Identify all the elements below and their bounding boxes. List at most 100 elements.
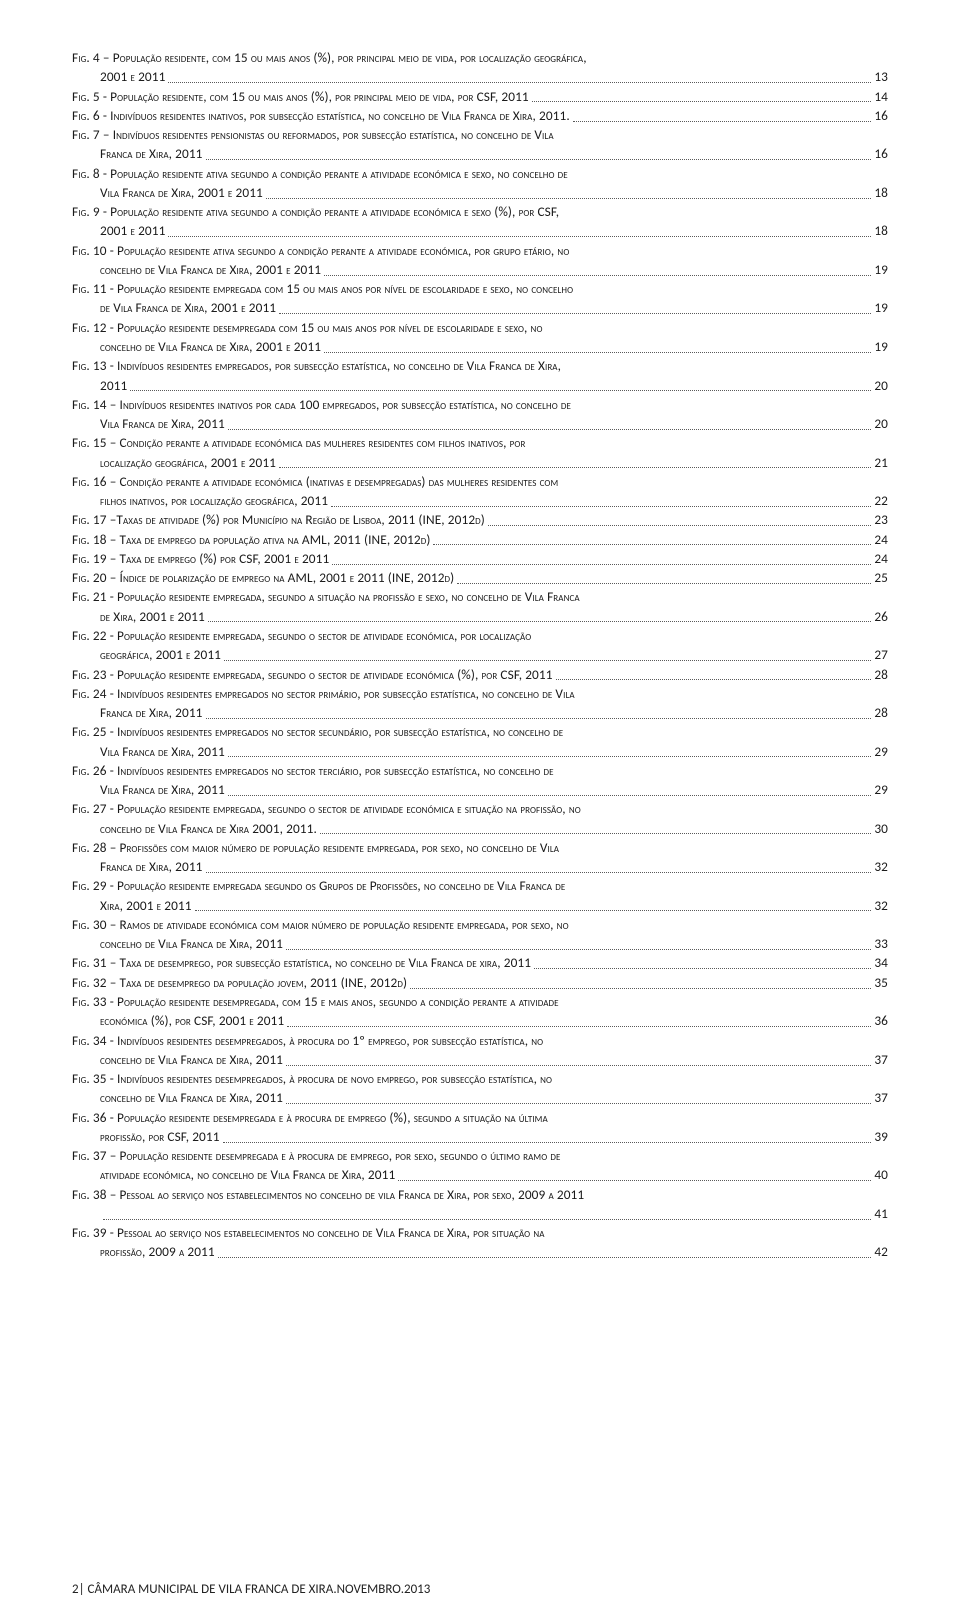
- figure-label: Fig. 35 - Indivíduos residentes desempre…: [72, 1069, 552, 1088]
- figure-label: Fig. 13 - Indivíduos residentes empregad…: [72, 356, 561, 375]
- figure-entry-line1: Fig. 29 - População residente empregada …: [72, 876, 888, 895]
- figure-label-cont: concelho de Vila Franca de Xira, 2011: [100, 934, 283, 953]
- figure-label: Fig. 15 – Condição perante a atividade e…: [72, 433, 525, 452]
- figure-page: 35: [874, 973, 888, 992]
- dot-leader: [206, 159, 872, 160]
- dot-leader: [228, 429, 871, 430]
- figure-page: 32: [874, 857, 888, 876]
- figure-label: Fig. 11 - População residente empregada …: [72, 279, 573, 298]
- figure-label-cont: Vila Franca de Xira, 2001 e 2011: [100, 183, 263, 202]
- figure-entry-line1: Fig. 36 - População residente desemprega…: [72, 1108, 888, 1127]
- figure-label-cont: concelho de Vila Franca de Xira 2001, 20…: [100, 819, 317, 838]
- dot-leader: [168, 82, 871, 83]
- figure-entry-line2: Franca de Xira, 2011 16: [72, 144, 888, 163]
- figure-page: 28: [874, 665, 888, 684]
- figure-label-cont: Vila Franca de Xira, 2011: [100, 742, 225, 761]
- figure-label-cont: Vila Franca de Xira, 2011: [100, 414, 225, 433]
- dot-leader: [331, 506, 871, 507]
- figure-entry-line2: profissão, por CSF, 201139: [72, 1127, 888, 1146]
- figure-label: Fig. 39 - Pessoal ao serviço nos estabel…: [72, 1223, 545, 1242]
- figure-page: 28: [874, 703, 888, 722]
- figure-label-cont: Franca de Xira, 2011: [100, 703, 203, 722]
- figure-entry-line1: Fig. 26 - Indivíduos residentes empregad…: [72, 761, 888, 780]
- figure-entry: Fig. 23 - População residente empregada,…: [72, 665, 888, 684]
- figure-entry-line1: Fig. 34 - Indivíduos residentes desempre…: [72, 1031, 888, 1050]
- figure-entry-line1: Fig. 37 – População residente desemprega…: [72, 1146, 888, 1165]
- figure-entry-line1: Fig. 38 – Pessoal ao serviço nos estabel…: [72, 1185, 888, 1204]
- dot-leader: [224, 660, 871, 661]
- figure-label: Fig. 5 - População residente, com 15 ou …: [72, 87, 529, 106]
- figure-page: 26: [874, 607, 888, 626]
- dot-leader: [266, 198, 871, 199]
- figure-label: Fig. 7 – Indivíduos residentes pensionis…: [72, 125, 554, 144]
- footer-separator: |: [79, 1582, 85, 1597]
- figure-label: Fig. 33 - População residente desemprega…: [72, 992, 559, 1011]
- figure-page: 13: [874, 67, 888, 86]
- figure-page: 32: [874, 896, 888, 915]
- figure-label: Fig. 31 – Taxa de desemprego, por subsec…: [72, 953, 531, 972]
- figure-label-cont: geográfica, 2001 e 2011: [100, 645, 221, 664]
- figure-page: 42: [874, 1242, 888, 1261]
- figure-entry: Fig. 19 – Taxa de emprego (%) por CSF, 2…: [72, 549, 888, 568]
- figure-entry-line2: atividade económica, no concelho de Vila…: [72, 1165, 888, 1184]
- figure-label: Fig. 26 - Indivíduos residentes empregad…: [72, 761, 554, 780]
- figure-page: 40: [874, 1165, 888, 1184]
- dot-leader: [324, 275, 871, 276]
- figure-page: 20: [874, 414, 888, 433]
- figure-entry-line2: concelho de Vila Franca de Xira, 201133: [72, 934, 888, 953]
- figure-label-cont: profissão, 2009 a 2011: [100, 1242, 215, 1261]
- figure-page: 23: [874, 510, 888, 529]
- figure-label: Fig. 27 - População residente empregada,…: [72, 799, 581, 818]
- figure-label: Fig. 18 – Taxa de emprego da população a…: [72, 530, 430, 549]
- figure-page: 19: [874, 260, 888, 279]
- figure-label: Fig. 4 – População residente, com 15 ou …: [72, 48, 587, 67]
- figure-page: 20: [874, 376, 888, 395]
- figure-label: Fig. 32 – Taxa de desemprego da populaçã…: [72, 973, 407, 992]
- figure-entry-line2: localização geográfica, 2001 e 201121: [72, 453, 888, 472]
- figure-page: 21: [874, 453, 888, 472]
- figure-label-cont: de Vila Franca de Xira, 2001 e 2011: [100, 298, 276, 317]
- dot-leader: [206, 872, 872, 873]
- figure-page: 30: [874, 819, 888, 838]
- figure-label: Fig. 16 – Condição perante a atividade e…: [72, 472, 558, 491]
- figure-page: 19: [874, 298, 888, 317]
- figure-label-cont: económica (%), por CSF, 2001 e 2011: [100, 1011, 284, 1030]
- dot-leader: [410, 988, 871, 989]
- figure-label-cont: filhos inativos, por localização geográf…: [100, 491, 328, 510]
- figure-page: 14: [874, 87, 888, 106]
- figure-page: 24: [874, 549, 888, 568]
- figure-entry-line2: concelho de Vila Franca de Xira, 2001 e …: [72, 337, 888, 356]
- dot-leader: [573, 121, 872, 122]
- figure-entry-line1: Fig. 15 – Condição perante a atividade e…: [72, 433, 888, 452]
- figure-page: 16: [874, 144, 888, 163]
- figure-entry: Fig. 20 – Índice de polarização de empre…: [72, 568, 888, 587]
- figure-entry-line2: Franca de Xira, 201132: [72, 857, 888, 876]
- figure-label: Fig. 24 - Indivíduos residentes empregad…: [72, 684, 575, 703]
- figure-page: 25: [874, 568, 888, 587]
- page-footer: 2| CÂMARA MUNICIPAL DE VILA FRANCA DE XI…: [72, 1582, 888, 1597]
- dot-leader: [195, 910, 872, 911]
- figure-entry-line1: Fig. 9 - População residente ativa segun…: [72, 202, 888, 221]
- dot-leader: [534, 968, 871, 969]
- figure-entry-line1: Fig. 16 – Condição perante a atividade e…: [72, 472, 888, 491]
- figure-label-cont: concelho de Vila Franca de Xira, 2001 e …: [100, 260, 321, 279]
- figure-label-cont: 2001 e 2011: [100, 67, 165, 86]
- figure-page: 34: [874, 953, 888, 972]
- figure-entry-line2: geográfica, 2001 e 201127: [72, 645, 888, 664]
- figure-label: Fig. 30 – Ramos de atividade económica c…: [72, 915, 569, 934]
- figure-page: 29: [874, 780, 888, 799]
- figure-entry-line1: Fig. 13 - Indivíduos residentes empregad…: [72, 356, 888, 375]
- dot-leader: [279, 313, 871, 314]
- figure-label: Fig. 19 – Taxa de emprego (%) por CSF, 2…: [72, 549, 329, 568]
- figure-label-cont: concelho de Vila Franca de Xira, 2011: [100, 1050, 283, 1069]
- figure-entry-line1: Fig. 8 - População residente ativa segun…: [72, 164, 888, 183]
- figure-entry: Fig. 31 – Taxa de desemprego, por subsec…: [72, 953, 888, 972]
- figure-label-cont: Franca de Xira, 2011: [100, 144, 203, 163]
- figure-label: Fig. 14 – Indivíduos residentes inativos…: [72, 395, 571, 414]
- figure-page: 22: [874, 491, 888, 510]
- figure-entry-line1: Fig. 11 - População residente empregada …: [72, 279, 888, 298]
- figure-label: Fig. 37 – População residente desemprega…: [72, 1146, 561, 1165]
- figure-entry-line1: Fig. 28 – Profissões com maior número de…: [72, 838, 888, 857]
- figure-entry-line2: concelho de Vila Franca de Xira, 2001 e …: [72, 260, 888, 279]
- figure-entry-line2: Franca de Xira, 2011 28: [72, 703, 888, 722]
